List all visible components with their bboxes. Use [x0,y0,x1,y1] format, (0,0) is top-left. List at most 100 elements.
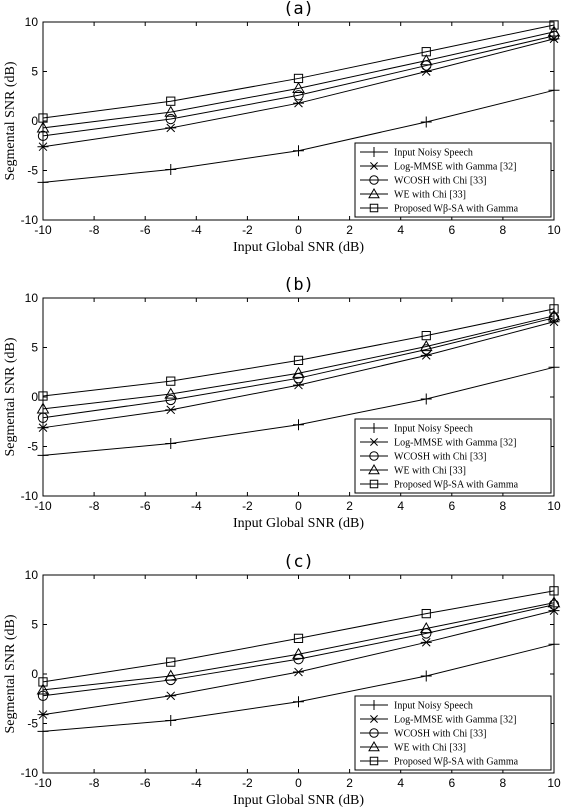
data-point-circle [37,130,49,142]
data-point-square [38,677,48,687]
data-point-triangle [164,387,178,399]
legend: Input Noisy Speech Log-MMSE with Gamma [3… [354,142,552,218]
legend-label: Proposed Wβ-SA with Gamma [394,480,519,491]
panel-title: (a) [283,0,314,19]
series-3 [37,30,560,142]
data-point-plus [165,715,177,727]
legend-marker-plus [369,147,379,157]
x-tick-label: -2 [242,776,253,790]
data-point-triangle [547,25,561,37]
y-tick-label: -5 [27,717,38,731]
series-line [42,31,555,129]
legend-label: Input Noisy Speech [394,701,473,712]
x-tick-label: 4 [397,776,404,790]
x-tick-label: -4 [191,223,202,237]
data-point-plus [37,176,49,188]
x-tick-label: 2 [346,776,353,790]
x-tick-label: 8 [500,223,507,237]
data-point-plus [293,696,304,708]
data-point-plus [165,438,177,450]
data-point-square [421,330,431,341]
panel-title: (b) [283,275,314,295]
series-line [42,315,555,410]
x-tick-label: 2 [346,223,353,237]
x-tick-label: -8 [89,223,100,237]
data-point-plus [420,393,432,405]
x-tick-label: 6 [448,499,455,513]
y-tick-label: -5 [27,164,38,178]
legend-label: WE with Chi [33] [394,466,466,477]
legend-label: WCOSH with Chi [33] [394,729,487,740]
data-point-plus [548,84,560,96]
data-point-triangle [36,402,50,414]
x-tick-label: -10 [34,499,52,513]
data-point-plus [548,361,560,373]
data-point-asterisk [293,380,304,390]
legend-marker-triangle [368,740,380,752]
data-point-circle [293,90,304,101]
x-tick-label: -4 [191,776,202,790]
legend-marker-asterisk [369,438,379,446]
series-line [42,24,555,119]
y-axis-label: Segmental SNR (dB) [3,337,18,456]
data-point-square [38,113,48,123]
x-tick-label: 2 [346,499,353,513]
legend: Input Noisy Speech Log-MMSE with Gamma [3… [354,418,552,494]
series-line [42,317,555,419]
data-point-square [293,633,304,643]
data-point-square [421,608,431,619]
y-tick-label: 5 [31,618,38,632]
y-axis-label: Segmental SNR (dB) [3,614,18,733]
x-tick-label: 10 [547,223,561,237]
data-point-asterisk [293,667,304,677]
x-tick-label: 0 [295,223,302,237]
x-tick-label: -2 [242,499,253,513]
series-line [42,35,555,137]
legend-marker-triangle [368,463,380,475]
legend-marker-plus [369,423,379,433]
y-tick-label: 0 [31,114,38,128]
legend-marker-square [369,479,379,489]
x-tick-label: -10 [34,223,52,237]
legend-label: Proposed Wβ-SA with Gamma [394,204,519,215]
data-point-plus [548,638,560,650]
data-point-square [38,391,48,401]
data-point-circle [37,690,49,701]
y-tick-label: 10 [25,568,39,582]
y-tick-label: -10 [21,213,39,227]
legend-marker-circle [369,175,379,185]
panel-1: (a) -10 -8 -6 -4 -2 0 2 4 6 8 10 -10 -5 0 5 10 Input Glob… [3,0,561,255]
panel-3: (c) -10 -8 -6 -4 -2 0 2 4 6 8 10 -10 -5 0 5 10 Input Glob… [3,552,561,808]
series-1 [37,361,560,461]
data-point-asterisk [37,142,49,152]
data-point-plus [293,419,304,431]
data-point-asterisk [548,317,560,327]
x-tick-label: -6 [140,499,151,513]
data-point-plus [37,725,49,737]
legend-marker-circle [369,728,379,738]
data-point-triangle [547,596,561,608]
data-point-circle [165,394,176,406]
data-point-triangle [292,366,305,378]
x-tick-label: -4 [191,499,202,513]
data-point-asterisk [293,98,304,108]
x-axis-label: Input Global SNR (dB) [233,240,364,255]
series-line [42,602,555,691]
legend-marker-asterisk [369,162,379,170]
data-point-asterisk [165,405,177,415]
x-tick-label: 10 [547,776,561,790]
data-point-plus [420,116,432,128]
data-point-triangle [419,54,433,66]
series-2 [37,317,560,433]
data-point-asterisk [165,691,177,701]
y-tick-label: -10 [21,489,39,503]
series-4 [36,25,561,133]
x-tick-label: 0 [295,776,302,790]
y-tick-label: -10 [21,766,39,780]
data-point-plus [37,449,49,461]
series-2 [37,606,560,719]
series-5 [38,20,559,123]
y-axis-label: Segmental SNR (dB) [3,61,18,180]
data-point-triangle [292,81,305,93]
